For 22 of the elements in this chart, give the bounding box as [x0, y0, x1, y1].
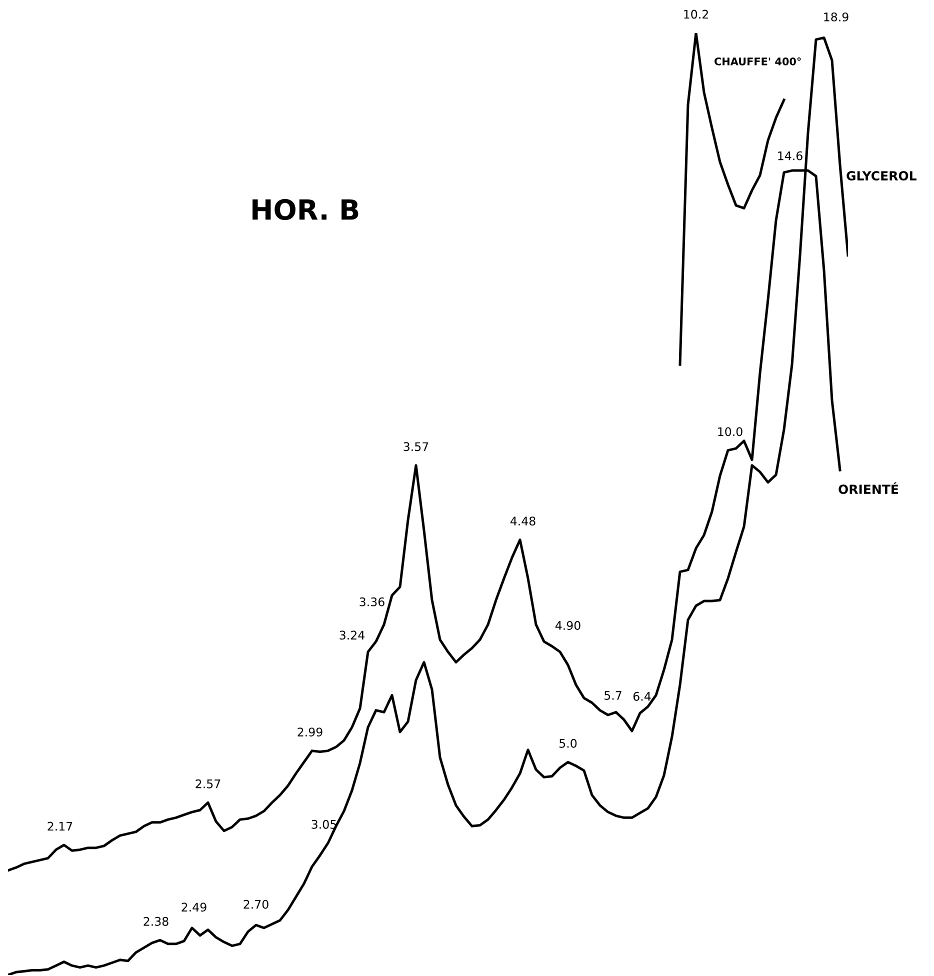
annotation: 2.99 — [298, 728, 322, 737]
series-label: GLYCEROL — [846, 171, 916, 181]
series-label: CHAUFFE' 400° — [714, 57, 801, 66]
annotation: 4.90 — [555, 621, 580, 630]
series-label: ORIENTÉ — [838, 482, 898, 494]
annotation: 2.70 — [244, 900, 268, 909]
annotation: 2.17 — [48, 822, 72, 831]
annotation: 5.7 — [604, 691, 622, 700]
annotation: 4.48 — [510, 516, 536, 526]
annotation: 2.38 — [144, 916, 168, 926]
text: 18.9 — [824, 12, 848, 22]
annotation: 14.6 — [778, 151, 802, 160]
annotation: 3.36 — [360, 597, 384, 606]
annotation: 2.49 — [182, 902, 206, 912]
annotation: 6.4 — [633, 692, 651, 701]
annotation: 3.57 — [404, 442, 428, 452]
annotation: 3.24 — [340, 630, 364, 640]
annotation: 5.0 — [560, 738, 577, 748]
annotation: 2.57 — [196, 779, 220, 788]
annotation: 10.0 — [718, 427, 742, 436]
text: 10.2 — [684, 10, 708, 19]
text: HOR. B — [252, 199, 358, 220]
